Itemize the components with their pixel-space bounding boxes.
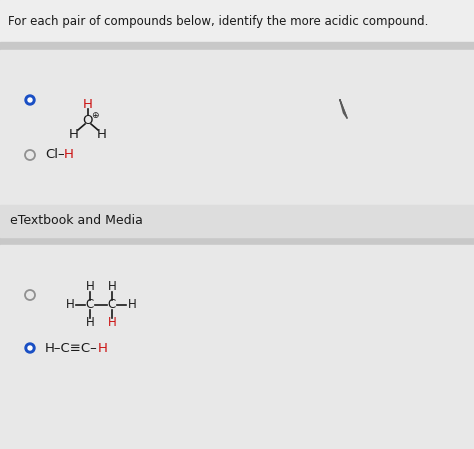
Text: C: C bbox=[86, 299, 94, 312]
Bar bbox=[0, 0, 474, 42]
Text: H: H bbox=[64, 149, 74, 162]
Text: Cl–: Cl– bbox=[45, 149, 64, 162]
Text: H: H bbox=[86, 281, 94, 294]
Text: ⊕: ⊕ bbox=[91, 110, 99, 119]
Text: H: H bbox=[108, 281, 117, 294]
Text: H: H bbox=[98, 342, 108, 355]
Text: For each pair of compounds below, identify the more acidic compound.: For each pair of compounds below, identi… bbox=[8, 14, 428, 27]
Circle shape bbox=[28, 346, 32, 350]
Text: eTextbook and Media: eTextbook and Media bbox=[10, 215, 143, 228]
Bar bbox=[0, 237, 474, 245]
Bar bbox=[0, 245, 474, 449]
Text: H: H bbox=[83, 97, 93, 110]
Text: C: C bbox=[108, 299, 116, 312]
Text: H: H bbox=[65, 299, 74, 312]
Bar bbox=[0, 205, 474, 237]
Text: O: O bbox=[83, 114, 93, 127]
Bar bbox=[0, 42, 474, 50]
Text: H: H bbox=[97, 128, 107, 141]
Text: H: H bbox=[86, 317, 94, 330]
Bar bbox=[0, 50, 474, 235]
Circle shape bbox=[25, 95, 35, 105]
Circle shape bbox=[28, 98, 32, 102]
Text: H: H bbox=[128, 299, 137, 312]
Circle shape bbox=[25, 343, 35, 353]
Text: H: H bbox=[69, 128, 79, 141]
Text: H–C≡C–: H–C≡C– bbox=[45, 342, 98, 355]
Text: H: H bbox=[108, 317, 117, 330]
